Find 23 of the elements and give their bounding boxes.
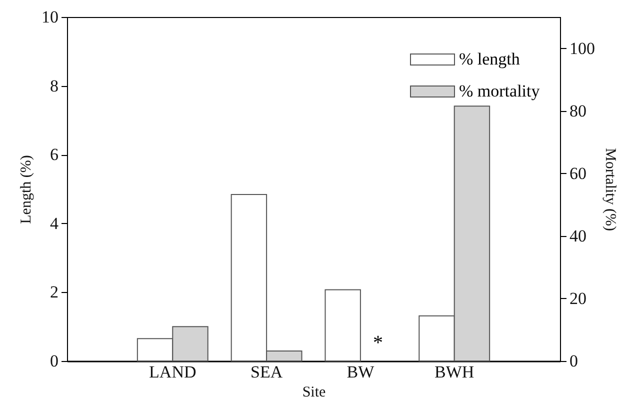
legend-label: % mortality — [459, 82, 540, 100]
y2-tick-label: 80 — [570, 101, 586, 120]
y-tick-label: 6 — [50, 145, 58, 164]
y-tick-label: 8 — [50, 76, 58, 96]
y-tick-label: 2 — [50, 282, 58, 302]
legend-label: % length — [459, 50, 520, 68]
bar — [324, 289, 361, 362]
x-tick-label: BW — [346, 362, 376, 382]
y2-tick-label: 40 — [570, 226, 586, 246]
x-tick-label: BWH — [434, 362, 474, 382]
y-tick-label: 10 — [42, 8, 58, 26]
x-tick-label: LAND — [149, 362, 196, 382]
y2-tick-label: 20 — [570, 288, 586, 308]
y-tick-label: 4 — [50, 214, 59, 233]
y2-axis-title: Mortality (%) — [602, 148, 618, 231]
annotation: * — [373, 332, 384, 354]
y2-tick-label: 100 — [570, 38, 595, 58]
x-tick-label: SEA — [250, 362, 284, 382]
y2-tick-label: 0 — [570, 352, 578, 370]
y2-tick-label: 60 — [570, 164, 586, 183]
x-axis-title: Site — [302, 384, 326, 400]
y-axis-title: Length (%) — [18, 155, 34, 224]
y-tick-label: 0 — [50, 352, 58, 370]
